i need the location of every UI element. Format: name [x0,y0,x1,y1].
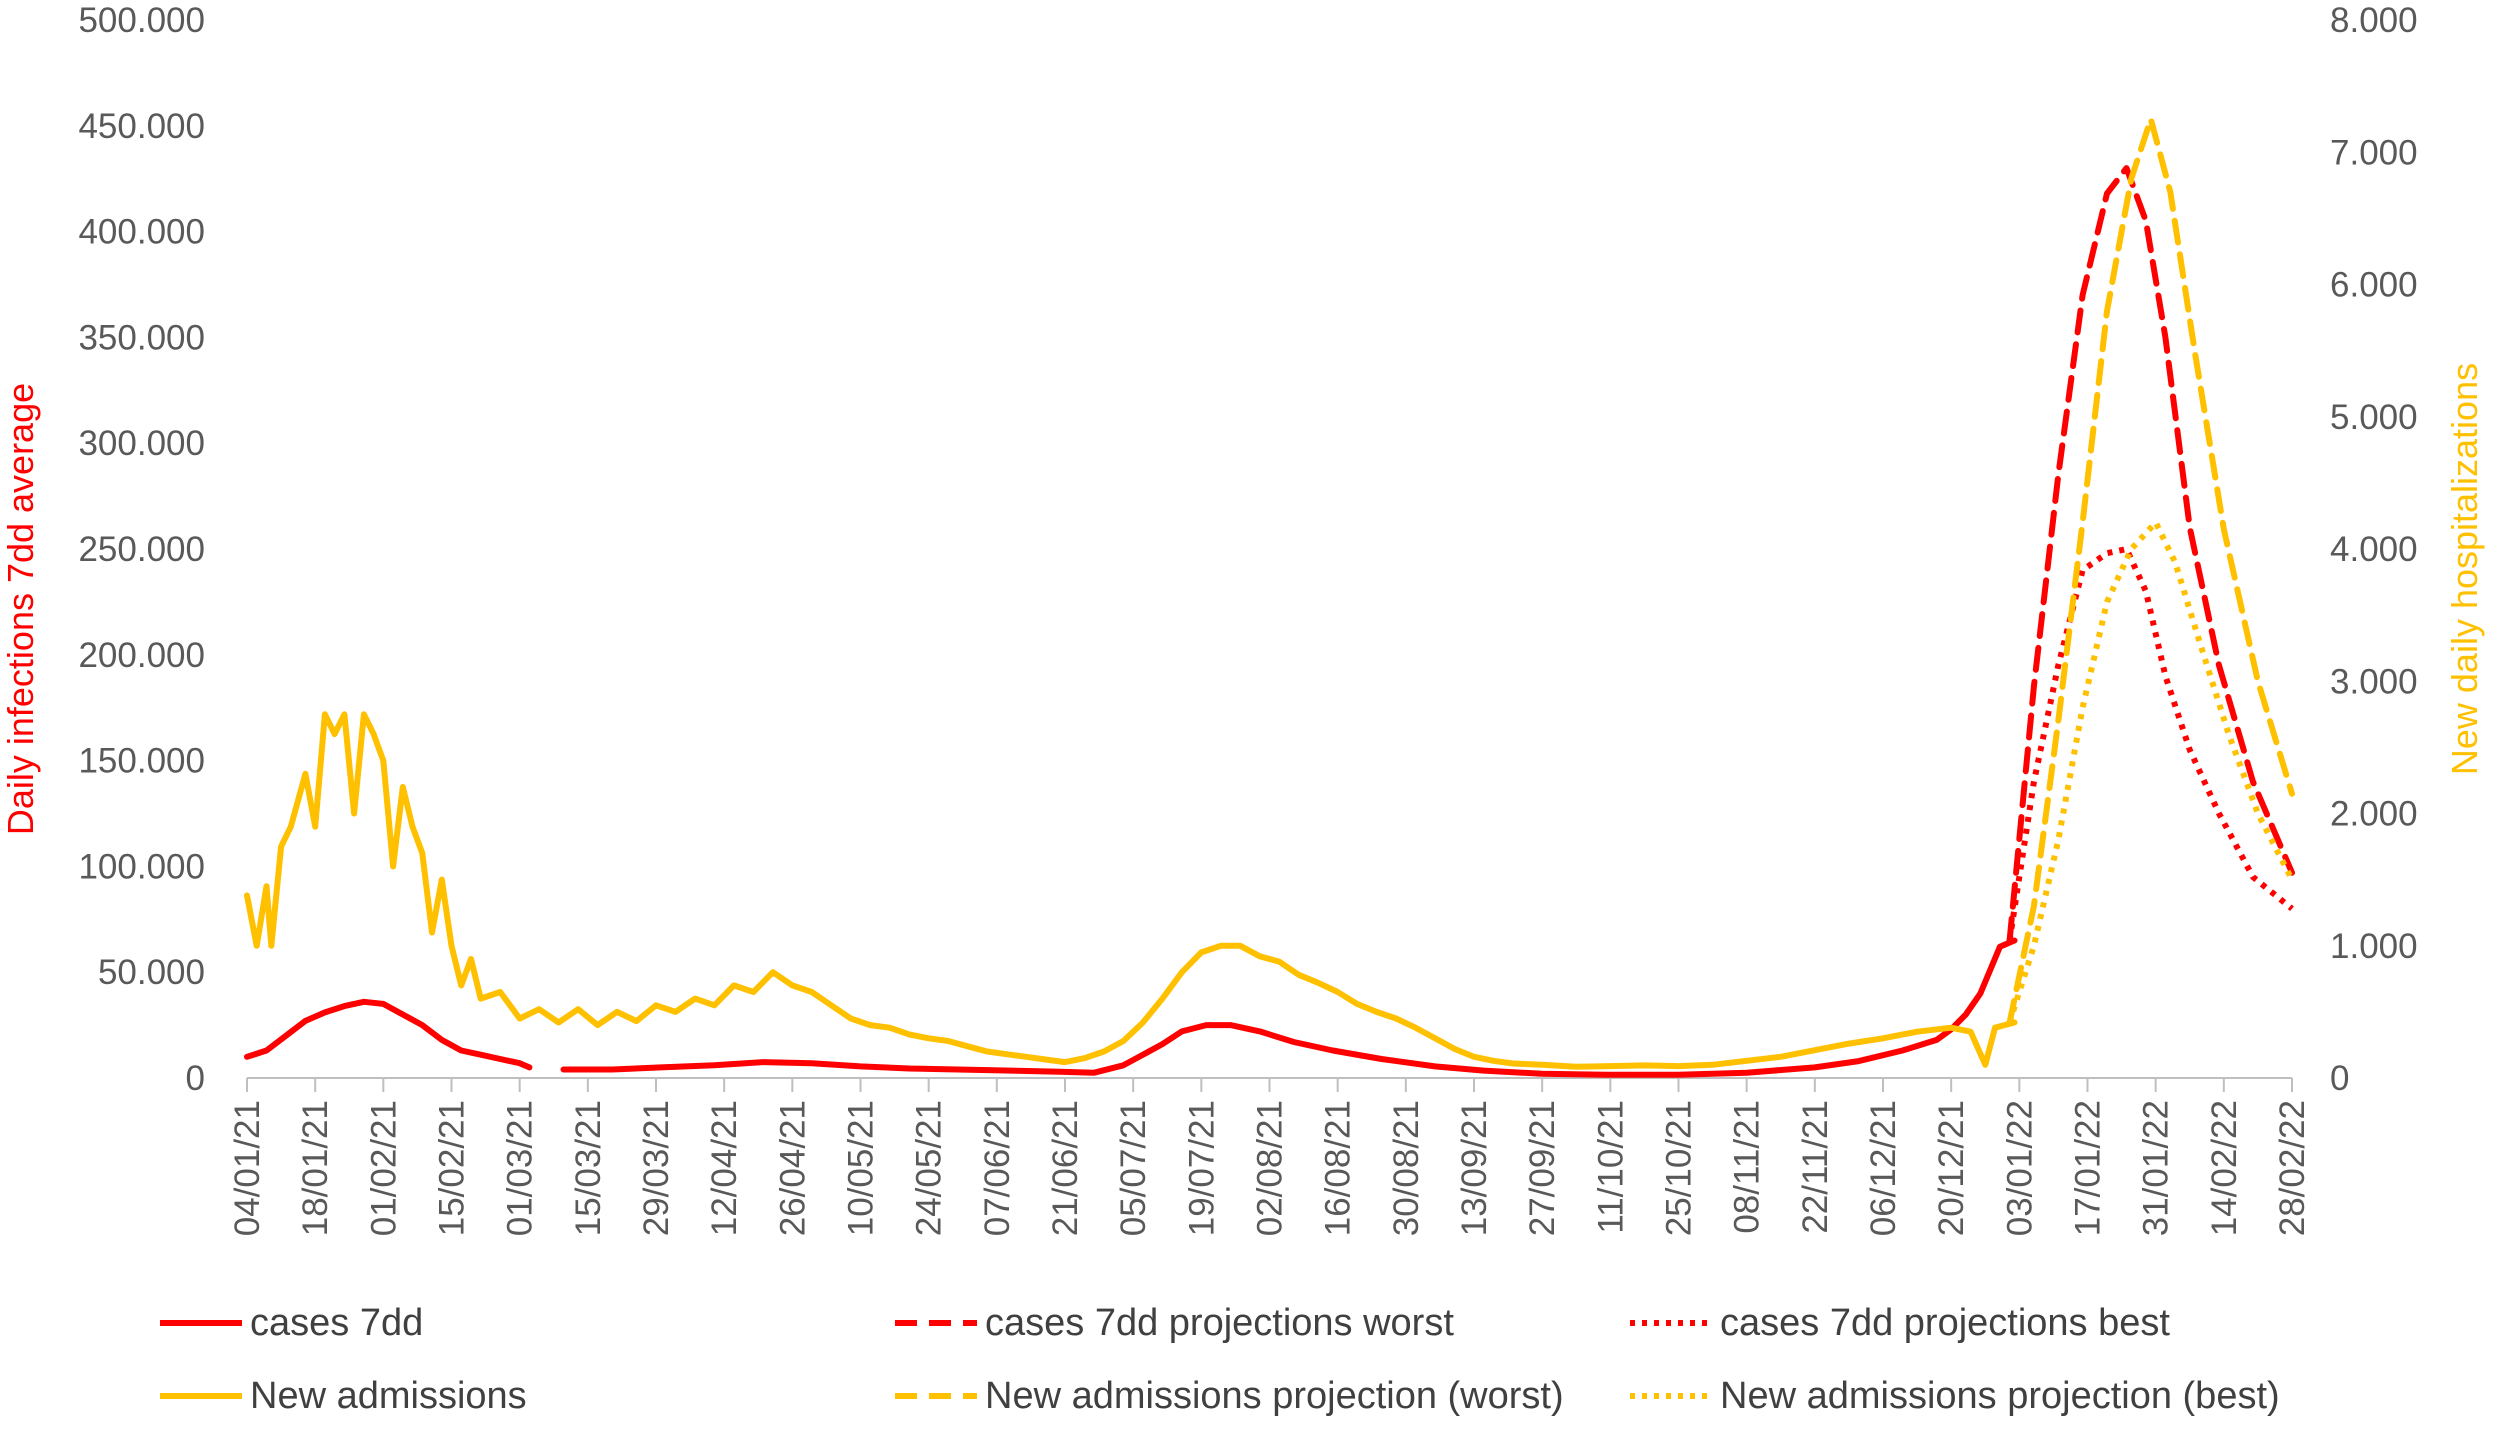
x-tick-label: 24/05/21 [910,1100,949,1236]
series-cases-7dd [244,998,533,1071]
legend-label: New admissions [250,1375,527,1417]
x-tick-label: 25/10/21 [1660,1100,1699,1236]
y-left-tick-label: 400.000 [78,213,205,252]
y-left-tick-label: 500.000 [78,1,205,40]
y-left-tick-label: 250.000 [78,530,205,569]
x-tick-label: 15/02/21 [433,1100,472,1236]
legend-item: cases 7dd projections best [1630,1302,2170,1344]
x-tick-label: 14/02/22 [2205,1100,2244,1236]
series-group [244,116,2295,1078]
series-new-admissions-projection-best [2006,519,2295,1024]
x-tick-label: 16/08/21 [1319,1100,1358,1236]
x-tick-label: 13/09/21 [1455,1100,1494,1236]
x-tick-label: 10/05/21 [842,1100,881,1236]
y-right-tick-label: 2.000 [2330,795,2418,834]
series-cases-7dd-projections-worst [2006,165,2295,944]
series-cases-7dd-projections-best [2006,546,2294,941]
y-right-tick-label: 5.000 [2330,398,2418,437]
x-tick-label: 01/02/21 [364,1100,403,1236]
x-tick-label: 11/10/21 [1591,1100,1630,1234]
legend-label: New admissions projection (worst) [985,1375,1564,1417]
legend-label: New admissions projection (best) [1720,1375,2280,1417]
x-tick-label: 27/09/21 [1523,1100,1562,1236]
y-right-tick-label: 1.000 [2330,927,2418,966]
x-tick-label: 19/07/21 [1182,1100,1221,1236]
legend-item: cases 7dd [160,1302,423,1344]
y-left-tick-label: 100.000 [78,847,205,886]
x-tick-label: 05/07/21 [1114,1100,1153,1236]
y-right-tick-label: 0 [2330,1059,2349,1098]
series-new-admissions [244,711,2018,1070]
x-tick-label: 12/04/21 [705,1100,744,1236]
x-tick-label: 31/01/22 [2137,1100,2176,1236]
legend-item: cases 7dd projections worst [895,1302,1454,1344]
y-left-tick-label: 0 [186,1059,205,1098]
y-axis-left-title: Daily infections 7dd average [0,383,41,835]
x-tick-label: 07/06/21 [978,1100,1017,1236]
y-right-tick-label: 7.000 [2330,133,2418,172]
x-tick-label: 15/03/21 [569,1100,608,1236]
x-tick-label: 17/01/22 [2069,1100,2108,1236]
x-tick-label: 06/12/21 [1864,1100,1903,1236]
x-tick-label: 26/04/21 [773,1100,812,1236]
y-left-tick-label: 450.000 [78,107,205,146]
legend-item: New admissions [160,1375,527,1417]
x-tick-label: 01/03/21 [501,1100,540,1236]
x-tick-label: 18/01/21 [296,1100,335,1236]
x-tick-label: 04/01/21 [228,1100,267,1236]
series-new-admissions-projection-worst [2006,116,2295,1026]
x-tick-label: 20/12/21 [1932,1100,1971,1236]
axes: 04/01/21 18/01/21 01/02/21 15/02/21 01/03/21… [78,1,2417,1236]
x-tick-label: 03/01/22 [2000,1100,2039,1236]
legend-label: cases 7dd projections worst [985,1302,1454,1344]
x-tick-label: 29/03/21 [637,1100,676,1236]
series-cases-7dd [560,937,2018,1078]
y-right-tick-label: 8.000 [2330,1,2418,40]
legend-label: cases 7dd projections best [1720,1302,2170,1344]
y-right-tick-label: 4.000 [2330,530,2418,569]
x-tick-label: 22/11/21 [1796,1100,1835,1234]
x-tick-label: 08/11/21 [1728,1100,1767,1234]
y-right-tick-label: 3.000 [2330,662,2418,701]
legend-item: New admissions projection (worst) [895,1375,1564,1417]
y-right-tick-label: 6.000 [2330,266,2418,305]
y-left-tick-label: 150.000 [78,742,205,781]
legend-label: cases 7dd [250,1302,423,1344]
y-axis-right-title: New daily hospitalizations [2444,363,2485,775]
x-tick-label: 30/08/21 [1387,1100,1426,1236]
x-tick-label: 28/02/22 [2273,1100,2312,1236]
y-left-tick-label: 200.000 [78,636,205,675]
y-left-tick-label: 350.000 [78,318,205,357]
x-tick-label: 02/08/21 [1251,1100,1290,1236]
x-tick-label: 21/06/21 [1046,1100,1085,1236]
y-left-tick-label: 50.000 [98,953,205,992]
y-left-tick-label: 300.000 [78,424,205,463]
legend-item: New admissions projection (best) [1630,1375,2280,1417]
legend: cases 7dd cases 7dd projections worst case… [160,1302,2280,1417]
